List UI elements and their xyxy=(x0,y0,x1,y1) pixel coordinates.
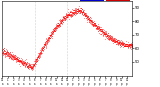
Bar xyxy=(106,0,130,1)
Bar xyxy=(80,0,104,1)
